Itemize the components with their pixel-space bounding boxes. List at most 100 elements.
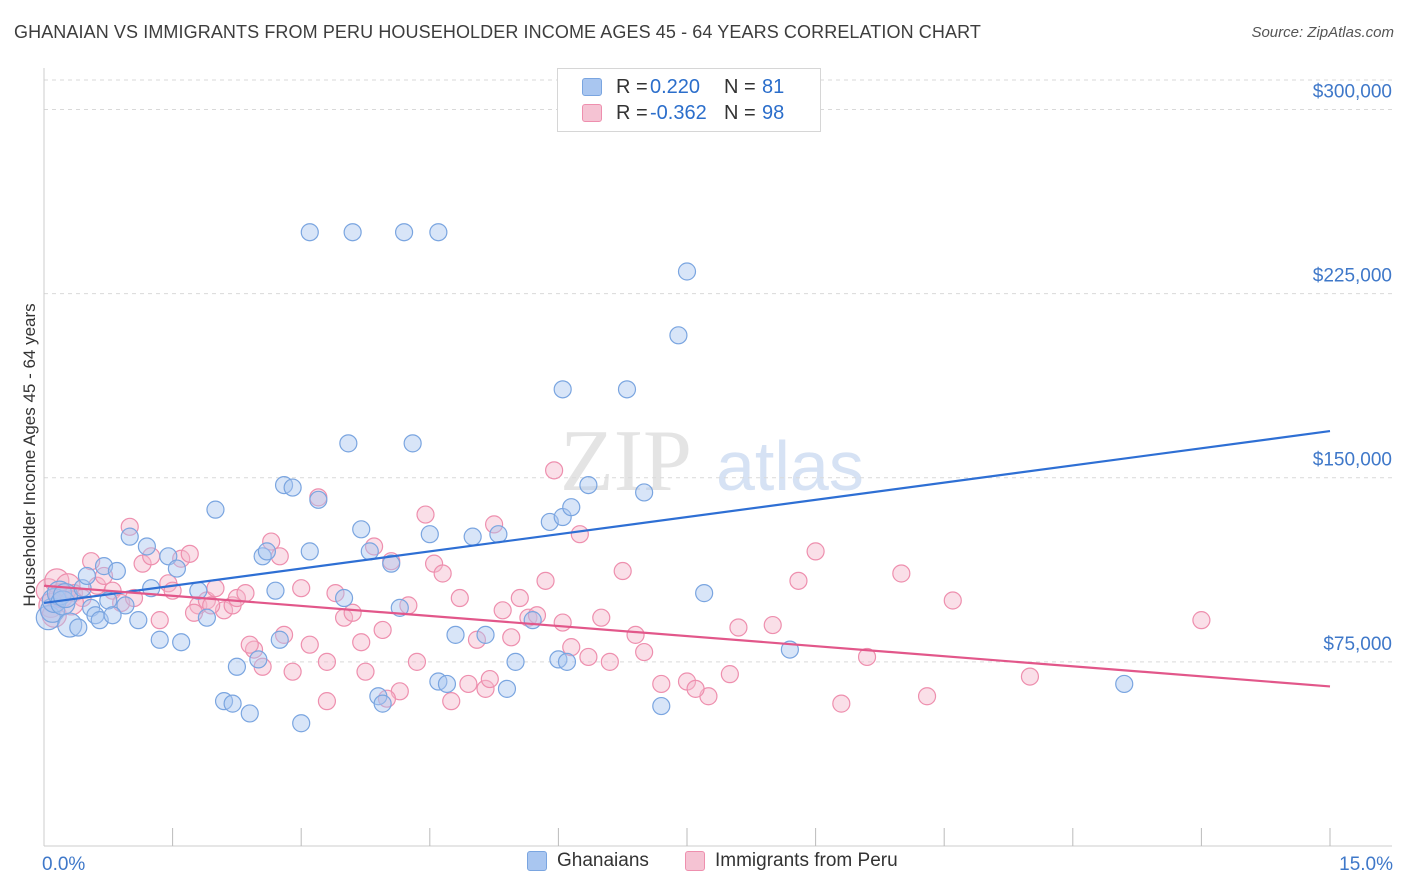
ghanaian-point [489, 525, 508, 544]
ghanaian-point [283, 478, 302, 497]
ghanaian-point [677, 262, 697, 281]
peru-point [442, 692, 461, 711]
legend-item-ghanaians: Ghanaians [527, 850, 649, 872]
peru-point [635, 642, 654, 662]
peru-point [317, 692, 337, 711]
ghanaian-point [197, 608, 216, 627]
x-tick-label-max: 15.0% [1339, 854, 1393, 875]
legend-swatch-pink [685, 851, 705, 871]
ghanaian-point [506, 652, 525, 671]
peru-point [317, 652, 337, 671]
x-tick-labels: 0.0% 15.0% [42, 854, 1393, 875]
trend-line-peru [43, 584, 1331, 688]
ghanaian-point [223, 694, 242, 713]
x-tick-label-min: 0.0% [42, 854, 85, 875]
ghanaian-point [695, 584, 714, 603]
ghanaian-point [553, 380, 572, 399]
peru-point [433, 564, 452, 583]
ghanaian-point [352, 520, 371, 539]
peru-point [236, 584, 255, 603]
ghanaian-point [476, 625, 495, 644]
peru-point [562, 638, 581, 657]
watermark-zip: ZIP [560, 413, 692, 510]
ghanaian-point [617, 380, 637, 399]
peru-point [510, 588, 529, 608]
legend-r-label: R = [616, 101, 648, 124]
ghanaian-point [69, 618, 88, 637]
ghanaian-point [300, 223, 319, 242]
peru-point [300, 635, 319, 654]
peru-point [416, 505, 435, 524]
y-tick-label: $75,000 [1323, 634, 1392, 655]
ghanaian-point [394, 223, 414, 242]
peru-point [545, 461, 564, 480]
peru-point [729, 618, 748, 637]
ghanaian-point [240, 704, 259, 723]
ghanaian-point [159, 547, 178, 566]
y-tick-label: $300,000 [1313, 81, 1392, 102]
series-ghanaians-points [35, 223, 1134, 733]
legend-r-value: 0.220 [650, 75, 701, 98]
ghanaian-point [382, 554, 401, 573]
peru-point [686, 679, 705, 698]
ghanaian-point [334, 588, 354, 608]
legend-row-peru: R = -0.362 N = 98 [582, 101, 784, 125]
trend-line-ghanaians [43, 429, 1331, 605]
peru-point [943, 591, 962, 610]
legend-label-ghanaians: Ghanaians [557, 850, 649, 871]
ghanaian-point [257, 542, 277, 561]
legend-n-label: N = [724, 75, 756, 98]
peru-point [832, 694, 851, 713]
legend-label-peru: Immigrants from Peru [715, 850, 898, 871]
ghanaian-point [206, 500, 225, 519]
peru-point [1020, 667, 1040, 686]
peru-point [592, 608, 611, 627]
ghanaian-point [463, 527, 482, 546]
correlation-legend: R = 0.220 N = 81 R = -0.362 N = 98 [557, 68, 821, 132]
ghanaian-point [172, 633, 191, 652]
ghanaian-point [669, 326, 688, 345]
peru-point [857, 647, 877, 667]
legend-row-ghanaians: R = 0.220 N = 81 [582, 75, 784, 99]
legend-swatch-pink [582, 104, 602, 122]
watermark-atlas: atlas [716, 427, 864, 505]
ghanaian-point [343, 223, 362, 242]
peru-point [240, 635, 259, 654]
peru-point [120, 517, 139, 536]
ghanaian-point [652, 696, 671, 716]
peru-point [262, 532, 281, 551]
ghanaian-point [635, 483, 654, 502]
ghanaian-point [557, 652, 577, 671]
peru-point [892, 564, 911, 583]
legend-n-label: N = [724, 101, 756, 124]
series-peru-points [35, 461, 1211, 713]
ghanaian-point [497, 679, 517, 698]
ghanaian-point [437, 674, 457, 694]
chart-title: GHANAIAN VS IMMIGRANTS FROM PERU HOUSEHO… [14, 22, 981, 42]
ghanaian-point [227, 657, 246, 676]
ghanaian-point [403, 434, 422, 453]
peru-point [626, 625, 645, 644]
peru-point [553, 613, 572, 632]
peru-point [570, 525, 589, 544]
peru-point [356, 662, 375, 681]
peru-point [493, 601, 512, 620]
y-tick-labels: $75,000 $150,000 $225,000 $300,000 [1313, 81, 1392, 654]
peru-point [579, 647, 598, 667]
peru-point [763, 615, 782, 635]
ghanaian-point [150, 630, 169, 649]
watermark: ZIP atlas [560, 413, 864, 510]
peru-point [476, 679, 495, 698]
peru-point [352, 633, 371, 652]
ghanaian-point [300, 542, 319, 561]
peru-point [450, 588, 469, 608]
peru-point [652, 674, 671, 694]
ghanaian-point [523, 611, 542, 630]
peru-point [407, 652, 427, 671]
ghanaian-point [390, 598, 409, 617]
legend-r-label: R = [616, 75, 648, 98]
peru-point [292, 579, 311, 598]
ghanaian-point [420, 525, 439, 544]
ghanaian-point [446, 625, 465, 644]
